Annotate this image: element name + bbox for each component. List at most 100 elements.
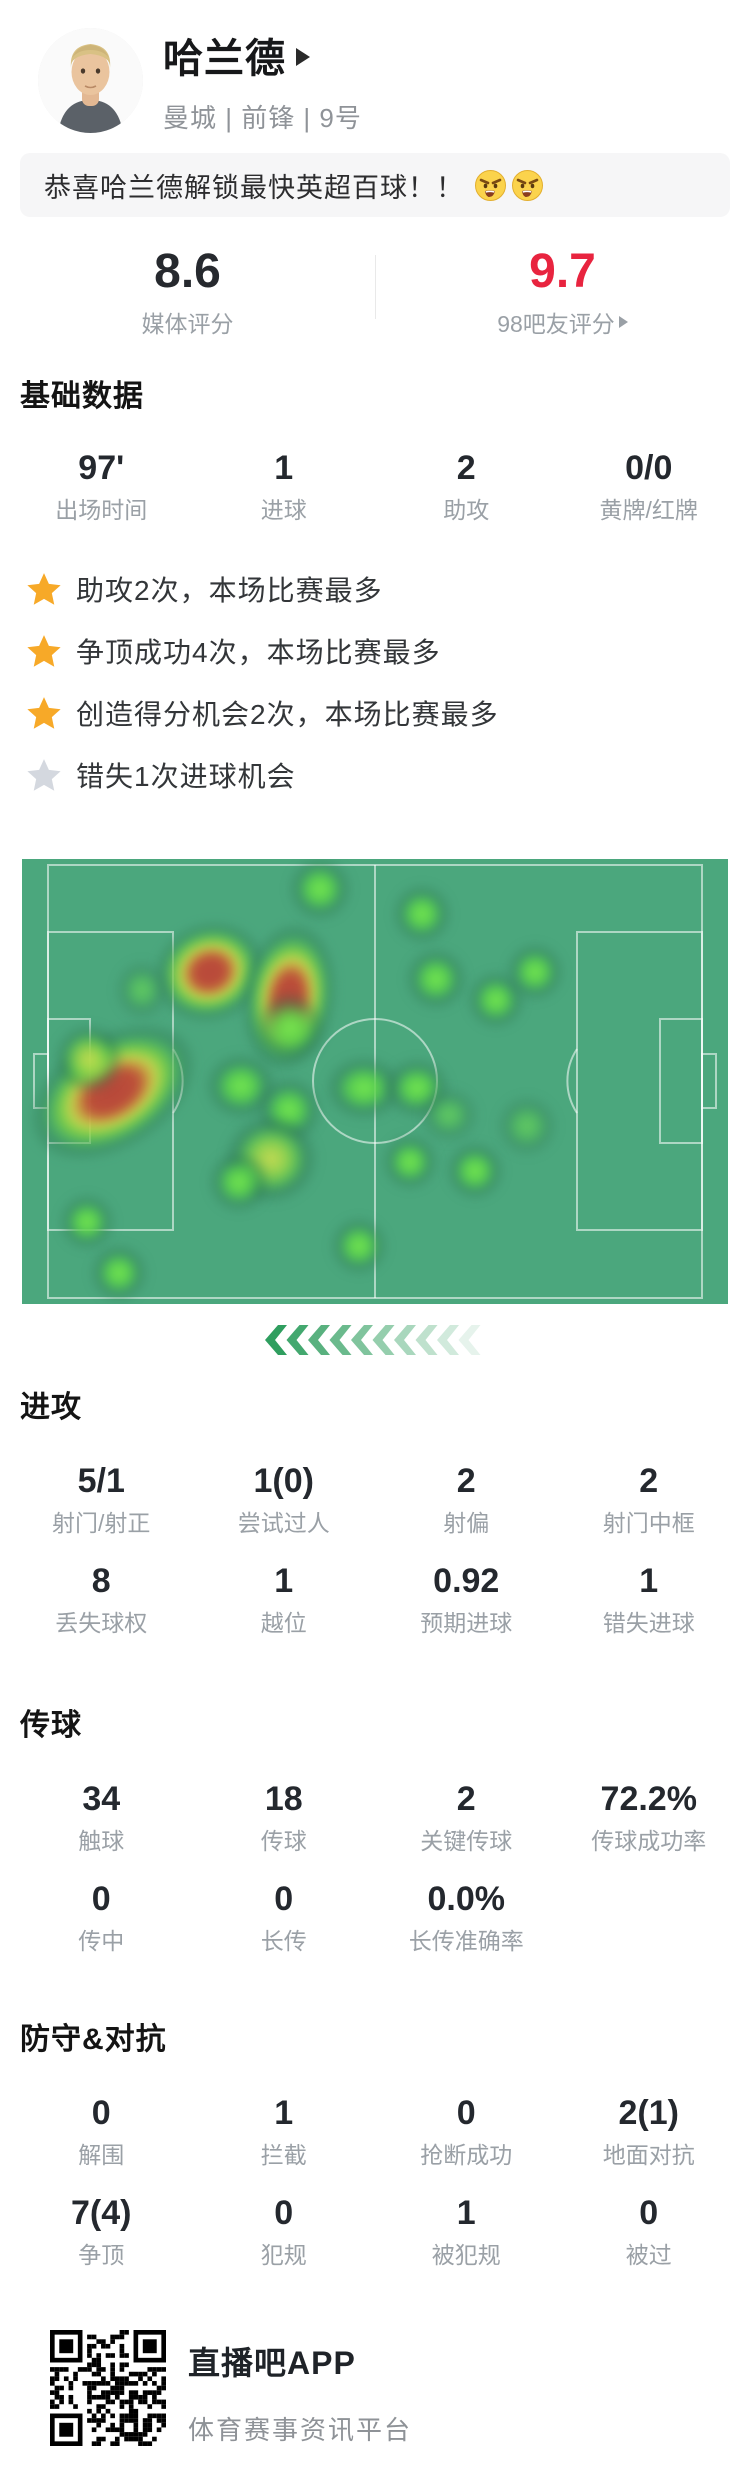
stat-label: 长传准确率	[408, 1928, 524, 1954]
stat-cell: 1 被犯规	[375, 2194, 558, 2268]
chevron-left-icon	[308, 1325, 330, 1355]
ratings-panel: 8.6 媒体评分 9.7 98吧友评分	[0, 247, 750, 338]
stat-value: 1	[274, 1562, 294, 1600]
stat-cell: 0 被过	[558, 2194, 741, 2268]
stat-label: 丢失球权	[55, 1610, 148, 1636]
player-header: 哈兰德 曼城 | 前锋 | 9号	[0, 0, 750, 133]
headline-banner: 恭喜哈兰德解锁最快英超百球！！	[20, 153, 730, 217]
basic-stats-grid: 97' 出场时间 1 进球 2 助攻 0/0 黄牌/红牌	[0, 449, 750, 523]
stat-value: 18	[264, 1780, 303, 1818]
highlight-text: 助攻2次，本场比赛最多	[76, 575, 383, 606]
section-title-attack: 进攻	[20, 1391, 82, 1424]
stat-value: 1	[639, 1562, 659, 1600]
star-icon	[27, 697, 61, 729]
stat-value: 34	[82, 1780, 121, 1818]
highlight-text: 错失1次进球机会	[76, 761, 296, 792]
stat-value: 2	[639, 1462, 659, 1500]
section-title-defense: 防守&对抗	[20, 2023, 167, 2056]
stat-label: 错失进球	[602, 1610, 695, 1636]
attack-direction-arrows	[265, 1325, 481, 1355]
stat-cell: 5/1 射门/射正	[10, 1462, 193, 1536]
player-name-link[interactable]: 哈兰德	[163, 26, 362, 84]
stat-value: 1	[274, 449, 294, 487]
stat-cell: 97' 出场时间	[10, 449, 193, 523]
stat-label: 地面对抗	[602, 2142, 695, 2168]
stat-cell: 2 射偏	[375, 1462, 558, 1536]
fans-rating-link[interactable]: 98吧友评分	[497, 305, 628, 339]
footer-app-name: 直播吧APP	[188, 2345, 356, 2381]
section-title-passing: 传球	[20, 1709, 82, 1742]
star-icon	[27, 759, 61, 791]
stat-value: 0.0%	[427, 1880, 506, 1918]
star-icon	[27, 573, 61, 605]
stat-label: 传中	[78, 1928, 125, 1954]
stat-cell: 0 解围	[10, 2094, 193, 2168]
stat-cell: 0 犯规	[193, 2194, 376, 2268]
stat-value: 7(4)	[71, 2194, 132, 2232]
stat-value: 2	[456, 449, 476, 487]
stat-label: 关键传球	[420, 1828, 513, 1854]
chevron-left-icon	[458, 1325, 481, 1355]
stat-label: 传球	[260, 1828, 307, 1854]
stat-cell: 7(4) 争顶	[10, 2194, 193, 2268]
stat-label: 越位	[260, 1610, 307, 1636]
stat-cell: 0.92 预期进球	[375, 1562, 558, 1636]
stat-value: 2(1)	[618, 2094, 679, 2132]
stat-label: 长传	[260, 1928, 307, 1954]
chevron-left-icon	[265, 1325, 287, 1355]
stat-value: 72.2%	[600, 1780, 697, 1818]
stat-cell: 0/0 黄牌/红牌	[558, 449, 741, 523]
stat-label: 尝试过人	[237, 1510, 330, 1536]
stat-label: 射门/射正	[52, 1510, 151, 1536]
stat-label: 射偏	[443, 1510, 490, 1536]
highlight-item: 争顶成功4次，本场比赛最多	[0, 631, 750, 671]
defense-stats-grid: 0 解围 1 拦截 0 抢断成功 2(1) 地面对抗 7(4) 争顶 0 犯规 1 被犯规 0 被过	[0, 2094, 750, 2268]
highlight-item: 创造得分机会2次，本场比赛最多	[0, 693, 750, 733]
stat-cell: 2 射门中框	[558, 1462, 741, 1536]
stat-label: 黄牌/红牌	[599, 497, 698, 523]
stat-value: 2	[456, 1780, 476, 1818]
chevron-left-icon	[394, 1325, 416, 1355]
chevron-right-icon	[618, 316, 628, 328]
media-rating-label: 媒体评分	[141, 311, 234, 337]
fans-rating: 9.7 98吧友评分	[375, 247, 750, 337]
stat-label: 出场时间	[55, 497, 148, 523]
stat-label: 被犯规	[431, 2242, 501, 2268]
heatmap-pitch	[22, 859, 728, 1304]
stat-value: 2	[456, 1462, 476, 1500]
stat-label: 触球	[78, 1828, 125, 1854]
ratings-divider	[375, 255, 376, 319]
stat-label: 解围	[78, 2142, 125, 2168]
stat-value: 0/0	[625, 449, 673, 487]
stat-label: 传球成功率	[591, 1828, 707, 1854]
footer-tagline: 体育赛事资讯平台	[188, 2415, 413, 2445]
player-avatar	[38, 28, 143, 133]
stat-cell: 1(0) 尝试过人	[193, 1462, 376, 1536]
stat-cell: 0 传中	[10, 1880, 193, 1954]
chevron-left-icon	[437, 1325, 459, 1355]
highlights-list: 助攻2次，本场比赛最多争顶成功4次，本场比赛最多创造得分机会2次，本场比赛最多错…	[0, 569, 750, 795]
stat-cell: 0 抢断成功	[375, 2094, 558, 2168]
stat-value: 0	[274, 1880, 294, 1918]
stat-label: 争顶	[78, 2242, 125, 2268]
chevron-left-icon	[351, 1325, 373, 1355]
highlight-text: 创造得分机会2次，本场比赛最多	[76, 699, 499, 730]
chevron-left-icon	[329, 1325, 352, 1355]
stat-label: 拦截	[260, 2142, 307, 2168]
stat-value: 1(0)	[253, 1462, 314, 1500]
stat-value: 1	[274, 2094, 294, 2132]
stat-label: 助攻	[443, 497, 490, 523]
media-rating: 8.6 媒体评分	[0, 247, 375, 338]
stat-cell: 34 触球	[10, 1780, 193, 1854]
stat-label: 犯规	[260, 2242, 307, 2268]
stat-value: 0	[91, 2094, 111, 2132]
stat-value: 0	[91, 1880, 111, 1918]
chevron-left-icon	[372, 1325, 395, 1355]
stat-label: 进球	[260, 497, 307, 523]
highlight-item: 助攻2次，本场比赛最多	[0, 569, 750, 609]
pitch-lines	[33, 864, 717, 1299]
chevron-left-icon	[415, 1325, 438, 1355]
headline-text: 恭喜哈兰德解锁最快英超百球！！	[44, 172, 464, 203]
chevron-left-icon	[286, 1325, 309, 1355]
